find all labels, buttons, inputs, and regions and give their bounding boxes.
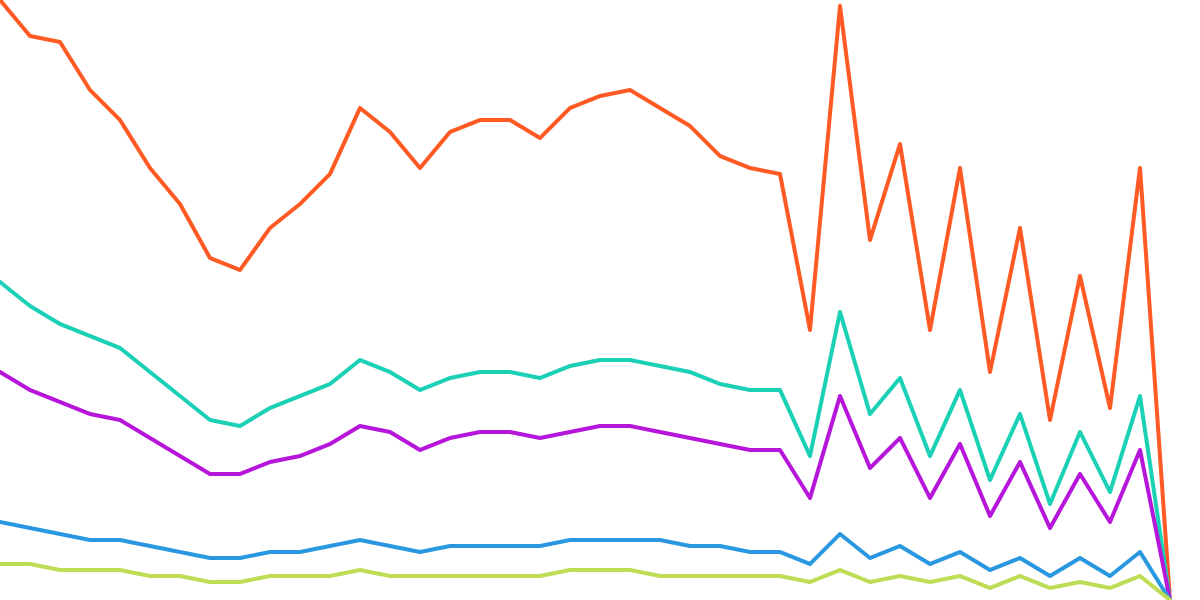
series-line-purple [0, 372, 1170, 600]
multi-line-chart [0, 0, 1200, 600]
